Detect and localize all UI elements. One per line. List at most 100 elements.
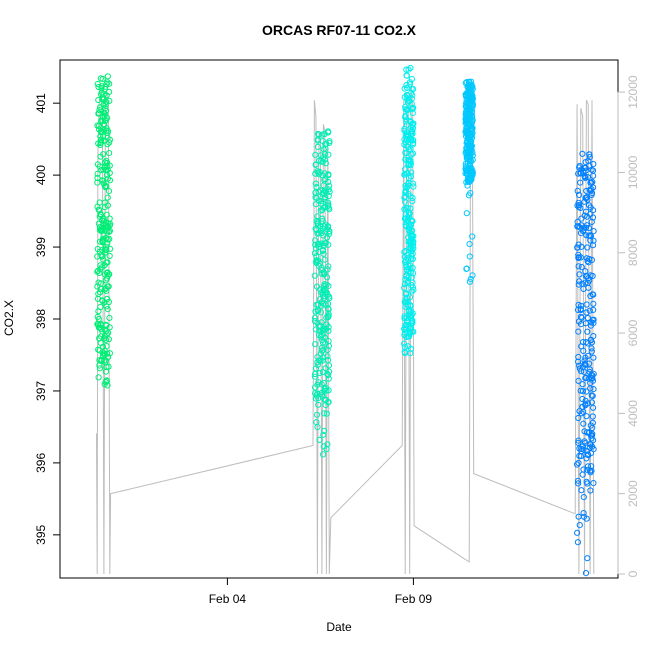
data-point (580, 509, 587, 517)
data-point (406, 81, 413, 88)
data-point (578, 264, 585, 271)
data-point (401, 315, 408, 322)
data-point (96, 213, 103, 220)
data-point (323, 410, 330, 417)
data-point (589, 392, 596, 400)
data-point (578, 321, 585, 328)
data-point (465, 102, 472, 110)
data-point (588, 166, 595, 173)
data-point (577, 230, 585, 237)
data-point (101, 357, 108, 364)
data-point (583, 187, 590, 194)
y-axis: 395 396 397 398 399 400 401 (34, 93, 61, 545)
data-point (579, 381, 586, 388)
y-tick-label: 401 (34, 93, 48, 113)
data-point (404, 298, 411, 305)
data-point (464, 153, 471, 160)
data-point (320, 451, 327, 458)
data-point (97, 289, 104, 296)
data-point (590, 306, 597, 313)
data-point (313, 419, 320, 426)
data-point (587, 237, 594, 244)
data-point (588, 319, 595, 326)
data-point (98, 136, 105, 143)
data-point (313, 195, 320, 202)
data-point (100, 151, 107, 158)
data-point (407, 310, 414, 317)
data-point (106, 314, 113, 321)
data-point (590, 386, 597, 393)
data-point (97, 262, 104, 269)
data-point (401, 348, 408, 355)
data-point (325, 362, 332, 369)
data-point (404, 157, 411, 164)
altitude-series (96, 80, 595, 575)
data-point (578, 243, 585, 250)
data-point (106, 80, 113, 87)
data-point (403, 266, 411, 273)
data-point (101, 286, 109, 293)
data-point (325, 375, 332, 382)
data-point (585, 284, 592, 291)
data-point (324, 234, 331, 241)
data-point (95, 346, 102, 353)
data-point (468, 93, 475, 100)
data-point (403, 66, 410, 73)
data-point (106, 252, 113, 259)
data-point (319, 218, 326, 225)
series-rf11 (574, 150, 597, 577)
data-point (581, 428, 588, 435)
data-point (96, 126, 103, 133)
data-point (316, 357, 323, 364)
data-point (326, 139, 333, 146)
data-point (407, 173, 415, 180)
data-point (313, 392, 320, 399)
data-point (321, 256, 328, 263)
data-point (574, 461, 581, 468)
data-point (588, 345, 595, 352)
data-point (590, 300, 597, 307)
data-point (575, 437, 582, 444)
data-point (584, 279, 592, 286)
data-point (401, 249, 408, 256)
plot-frame (59, 59, 619, 579)
data-point (583, 194, 591, 201)
data-point (314, 381, 321, 388)
data-point (575, 477, 582, 484)
data-point (311, 272, 318, 279)
data-point (408, 288, 415, 295)
data-point (103, 331, 110, 338)
data-point (589, 167, 597, 174)
data-point (102, 368, 110, 375)
data-point (317, 152, 324, 159)
data-point (312, 225, 319, 232)
data-point (322, 221, 329, 228)
data-point (581, 164, 588, 172)
data-point (588, 337, 595, 344)
data-point (94, 295, 102, 302)
y-tick-label: 397 (34, 381, 48, 401)
data-point (583, 515, 590, 522)
data-point (314, 143, 321, 150)
data-point (98, 264, 106, 271)
data-point (406, 225, 413, 232)
data-point (575, 223, 582, 230)
data-point (311, 250, 318, 257)
data-point (463, 210, 470, 217)
data-point (583, 232, 590, 239)
data-point (576, 278, 583, 285)
data-point (409, 141, 416, 148)
data-point (106, 235, 113, 243)
data-point (587, 233, 595, 240)
data-point (312, 341, 319, 348)
data-point (407, 146, 414, 153)
data-point (314, 307, 321, 315)
y2-tick-label: 6000 (626, 319, 640, 346)
data-point (95, 83, 102, 91)
data-point (588, 435, 595, 442)
data-point (321, 396, 329, 404)
data-point (578, 487, 585, 494)
data-point (319, 215, 326, 222)
data-point (466, 278, 473, 285)
